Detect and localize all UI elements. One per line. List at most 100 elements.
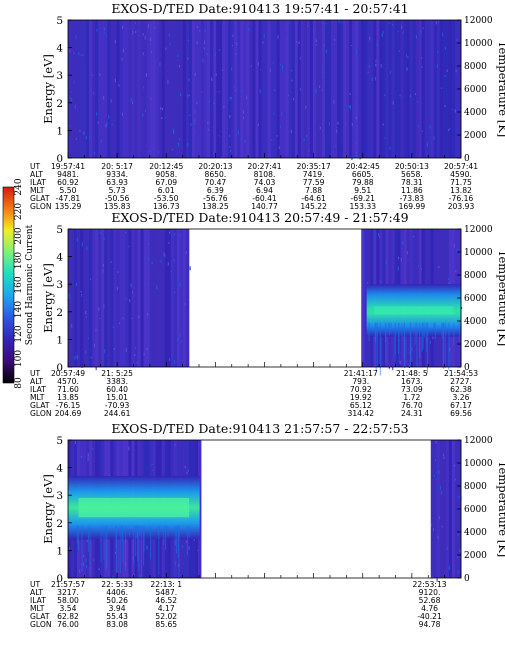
y-tick-label: 0 [56,362,63,374]
ephemeris-table: UTALTILATMLTGLATGLON21:57:573217.58.003.… [30,580,447,629]
ephemeris-row-label: UT [30,369,41,378]
ephemeris-value: 793. [352,377,369,386]
ephemeris-value: 20:57:41 [444,162,478,171]
ephemeris-value: 22: 5:33 [101,580,133,589]
ephemeris-value: 5658. [401,170,423,179]
ephemeris-value: 79.88 [352,178,374,187]
ephemeris-value: 5.73 [109,186,126,195]
ephemeris-value: -69.21 [351,194,376,203]
colorbar-tick-label: 120 [14,325,24,342]
ephemeris-value: 69.56 [450,409,472,418]
ephemeris-value: -76.16 [449,194,474,203]
y-tick-label: 2 [56,518,63,530]
ephemeris-value: 135.83 [104,202,131,211]
ephemeris-value: -47.81 [56,194,81,203]
y2-tick-label: 12000 [464,436,493,446]
y2-axis-label: Temperature [K] [496,250,505,347]
y2-tick-label: 8000 [464,482,487,492]
ephemeris-value: -53.50 [154,194,179,203]
y2-tick-label: 4000 [464,317,487,327]
ephemeris-value: 5487. [155,588,177,597]
ephemeris-value: 11.86 [401,186,423,195]
ephemeris-value: 15.01 [106,393,128,402]
ephemeris-value: -60.41 [252,194,277,203]
ephemeris-value: 73.09 [401,385,423,394]
ephemeris-value: 24.31 [401,409,423,418]
ephemeris-value: -64.61 [301,194,326,203]
ephemeris-value: 52.02 [155,612,177,621]
ephemeris-value: 20:42:45 [346,162,380,171]
y-axis-label: Energy [eV] [41,54,55,124]
spectrogram-panel-3: EXOS-D/TED Date:910413 21:57:57 - 22:57:… [30,421,505,629]
colorbar-tick-label: 240 [14,178,24,195]
colorbar-scale [2,186,15,384]
y2-tick-label: 8000 [464,271,487,281]
ephemeris-value: 78.31 [401,178,423,187]
y-tick-label: 0 [56,153,63,165]
colorbar-label: Second Harmonic Current [25,224,35,345]
y2-axis-label: Temperature [K] [496,461,505,558]
ephemeris-row-label: ILAT [30,178,46,187]
colorbar-tick-label: 100 [14,350,24,367]
panel-title: EXOS-D/TED Date:910413 20:57:49 - 21:57:… [111,210,408,225]
ephemeris-value: 20:27:41 [247,162,281,171]
y2-tick-label: 6000 [464,505,487,515]
ephemeris-value: 21:57:57 [51,580,85,589]
ephemeris-table: UTALTILATMLTGLATGLON19:57:419481.60.925.… [30,162,478,211]
ephemeris-value: 76.70 [401,401,423,410]
y2-tick-label: 0 [464,363,470,373]
ephemeris-value: 62.38 [450,385,472,394]
ephemeris-value: 46.52 [155,596,177,605]
ephemeris-value: 85.65 [155,620,177,629]
ephemeris-value: 3.94 [109,604,126,613]
ephemeris-value: 19.92 [350,393,372,402]
y-tick-label: 1 [56,334,63,346]
ephemeris-row-label: ALT [30,588,43,597]
ephemeris-row-label: ILAT [30,596,46,605]
ephemeris-value: 21:48: 5 [396,369,428,378]
ephemeris-row-label: GLAT [30,194,50,203]
y2-tick-label: 4000 [464,528,487,538]
ephemeris-value: 8108. [254,170,276,179]
ephemeris-value: 50.26 [106,596,128,605]
y2-tick-label: 10000 [464,459,493,469]
y2-tick-label: 2000 [464,340,487,350]
ephemeris-value: 67.09 [155,178,177,187]
ephemeris-value: 169.99 [399,202,426,211]
y-axis-label: Energy [eV] [41,474,55,544]
ephemeris-value: 153.33 [349,202,376,211]
ephemeris-row-label: GLON [30,202,52,211]
ephemeris-value: 6.01 [158,186,175,195]
colorbar: 80 100 120 140 160 180 200 220 240 Second Harmoni… [2,178,35,389]
ephemeris-value: 65.12 [350,401,372,410]
ephemeris-value: 4.17 [158,604,175,613]
ephemeris-value: 67.17 [450,401,472,410]
y-tick-label: 4 [56,463,63,475]
ephemeris-value: 4590. [450,170,472,179]
panel-title: EXOS-D/TED Date:910413 19:57:41 - 20:57:… [111,1,408,16]
ephemeris-value: 1.72 [403,393,420,402]
ephemeris-row-label: MLT [30,393,45,402]
y2-tick-label: 0 [464,574,470,584]
plasma-band-core-1 [374,306,454,315]
ephemeris-value: 9334. [106,170,128,179]
y-tick-label: 5 [56,15,63,27]
ephemeris-value: 63.93 [106,178,128,187]
ephemeris-value: 204.69 [55,409,82,418]
ephemeris-row-label: MLT [30,604,45,613]
ephemeris-value: 20:35:17 [297,162,331,171]
y-tick-label: 3 [56,279,63,291]
y-tick-label: 4 [56,43,63,55]
ephemeris-value: 71.75 [450,178,472,187]
ephemeris-value: 9481. [57,170,79,179]
ephemeris-value: 135.29 [55,202,82,211]
ephemeris-value: 9120. [419,588,441,597]
y2-axis-label: Temperature [K] [496,41,505,138]
ephemeris-value: -50.56 [105,194,130,203]
y2-tick-label: 12000 [464,225,493,235]
ephemeris-value: 3383. [106,377,128,386]
ephemeris-value: 19:57:41 [51,162,85,171]
spectrogram-panel-1: EXOS-D/TED Date:910413 19:57:41 - 20:57:… [30,1,505,211]
ephemeris-value: 3.26 [453,393,470,402]
